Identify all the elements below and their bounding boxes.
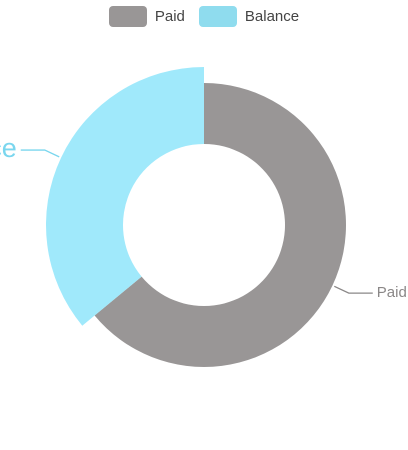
leader-line-paid [334,286,372,293]
leader-line-balance [21,150,59,157]
slice-label-balance: Balance [0,133,17,163]
slice-balance[interactable] [46,67,204,326]
slice-label-paid: Paid [377,284,407,301]
